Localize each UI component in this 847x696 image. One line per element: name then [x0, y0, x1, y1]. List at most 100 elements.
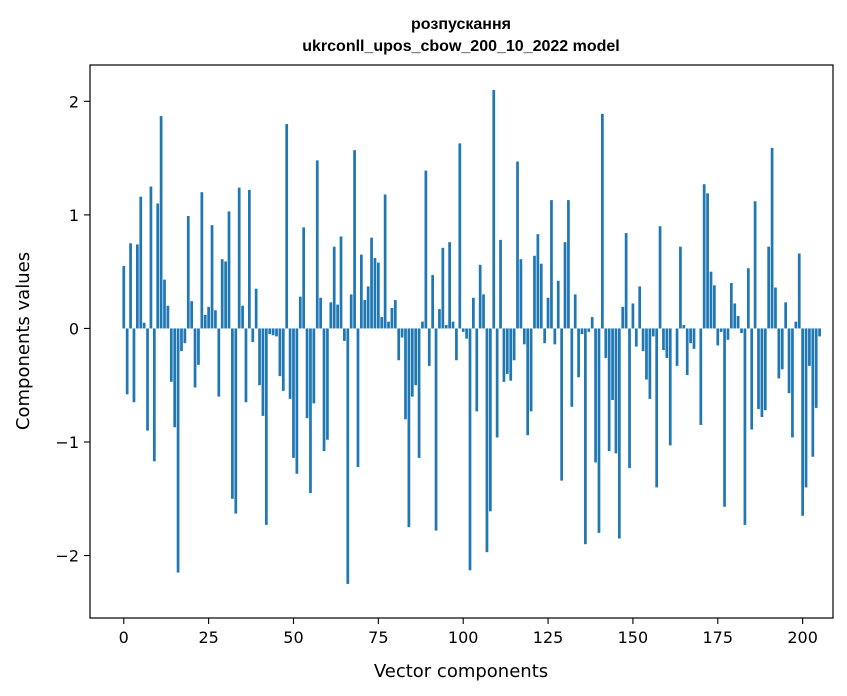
bar-183	[743, 328, 747, 525]
bar-164	[679, 246, 682, 329]
bar-65	[343, 328, 346, 341]
bar-97	[451, 321, 455, 329]
bar-179	[729, 283, 733, 329]
plot-area-background	[90, 65, 833, 618]
bar-14	[169, 328, 173, 382]
bar-153	[641, 328, 645, 352]
bar-78	[387, 321, 390, 329]
bar-30	[224, 261, 227, 329]
bar-68	[353, 150, 356, 329]
bar-62	[332, 246, 336, 329]
bar-147	[621, 306, 625, 329]
bar-136	[584, 328, 587, 545]
bar-101	[465, 328, 468, 339]
bar-125	[546, 297, 550, 329]
bar-42	[264, 328, 268, 525]
bar-81	[397, 328, 401, 361]
bar-144	[611, 328, 614, 400]
y-tick-label: 2	[69, 92, 79, 111]
y-axis-label: Components values	[13, 252, 34, 430]
bar-130	[563, 242, 567, 329]
y-axis-ticks: −2 −1 0 1 2	[55, 92, 90, 566]
bar-75	[376, 262, 380, 329]
bar-2	[129, 243, 132, 329]
bar-120	[529, 328, 533, 412]
bar-6	[142, 322, 146, 329]
bar-70	[360, 254, 363, 329]
bar-189	[763, 328, 767, 411]
bar-26	[210, 225, 214, 329]
bar-132	[570, 328, 574, 407]
bar-48	[285, 124, 289, 329]
bar-190	[767, 246, 771, 329]
bar-99	[458, 143, 462, 329]
bar-60	[326, 328, 329, 440]
bar-142	[604, 328, 608, 358]
bar-56	[312, 328, 316, 404]
bar-37	[248, 189, 251, 329]
bar-140	[597, 328, 601, 533]
bar-172	[706, 193, 709, 329]
y-tick-label: 0	[69, 319, 79, 338]
y-tick-label: −1	[55, 433, 79, 452]
bar-5	[139, 196, 143, 329]
bar-199	[797, 253, 801, 329]
bar-91	[431, 275, 435, 329]
bar-143	[607, 328, 611, 452]
bar-195	[784, 302, 788, 329]
bar-131	[567, 200, 570, 329]
bar-55	[309, 328, 312, 494]
bar-13	[166, 305, 170, 329]
bar-3	[132, 328, 136, 403]
bar-95	[444, 325, 448, 329]
bar-77	[383, 194, 387, 329]
bar-122	[536, 234, 540, 329]
bar-100	[461, 328, 465, 332]
bar-84	[407, 328, 411, 528]
bar-19	[186, 216, 190, 329]
bar-1	[125, 328, 129, 395]
bar-43	[268, 328, 272, 335]
bar-76	[380, 317, 384, 329]
bars-group	[122, 89, 821, 584]
bar-67	[349, 294, 353, 329]
bar-85	[410, 328, 414, 397]
y-tick-label: 1	[69, 206, 79, 225]
bar-150	[631, 303, 635, 329]
bar-188	[760, 328, 764, 418]
bar-158	[658, 226, 662, 329]
bar-163	[675, 328, 679, 366]
bar-161	[668, 328, 672, 446]
bar-186	[753, 201, 757, 329]
bar-104	[475, 328, 479, 412]
bar-192	[774, 287, 777, 329]
x-tick-label: 175	[702, 628, 733, 647]
bar-170	[699, 328, 703, 425]
bar-54	[305, 328, 309, 419]
bar-152	[638, 286, 642, 329]
bar-116	[516, 161, 519, 329]
bar-115	[512, 328, 516, 361]
bar-165	[682, 325, 686, 329]
bar-173	[709, 271, 713, 329]
bar-135	[580, 328, 584, 335]
bar-15	[173, 328, 177, 428]
bar-12	[163, 279, 166, 329]
y-tick-label: −2	[55, 547, 79, 566]
bar-123	[539, 263, 543, 329]
bar-11	[159, 116, 163, 329]
x-tick-label: 75	[368, 628, 388, 647]
bar-102	[468, 328, 472, 571]
bar-178	[726, 328, 730, 340]
bar-174	[713, 285, 716, 329]
x-axis-ticks: 0 25 50 75 100 125 150 175 200	[119, 618, 818, 647]
bar-177	[723, 328, 726, 507]
bar-151	[634, 328, 638, 347]
bar-50	[292, 328, 295, 458]
bar-146	[617, 328, 621, 539]
chart-title-line-1: розпускання	[411, 16, 511, 33]
bar-41	[261, 328, 265, 416]
bar-17	[180, 328, 183, 352]
bar-47	[281, 328, 285, 391]
bar-198	[794, 321, 798, 329]
